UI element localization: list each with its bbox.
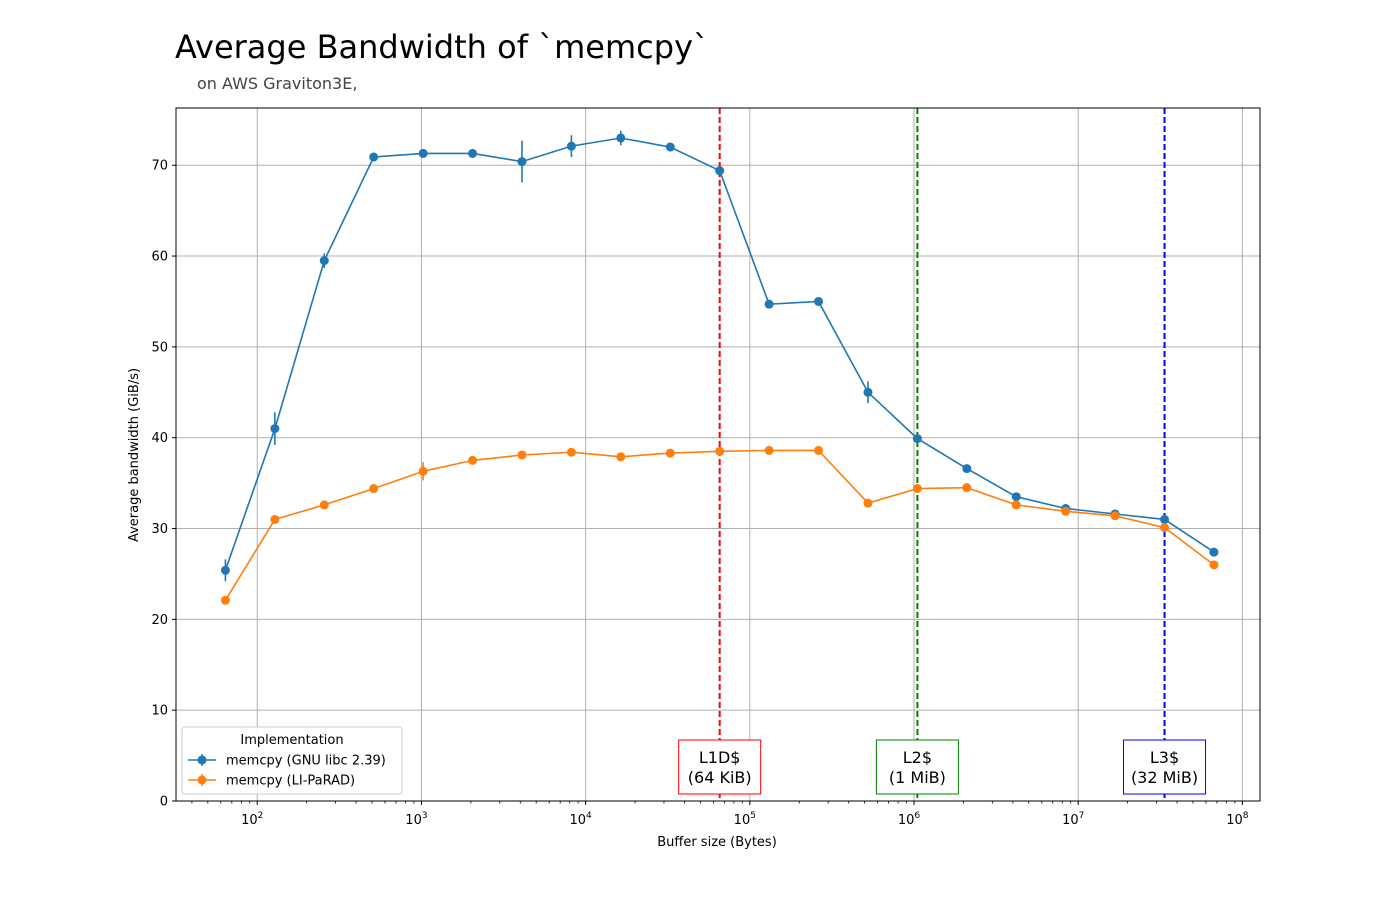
cache-label-size: (64 KiB) <box>688 768 752 787</box>
data-point <box>912 484 922 494</box>
data-point <box>468 148 478 158</box>
data-point <box>962 483 972 493</box>
data-point <box>270 514 280 524</box>
data-point <box>715 166 725 176</box>
chart-subtitle: on AWS Graviton3E, <box>197 74 358 93</box>
data-point <box>566 141 576 151</box>
cache-label-box <box>678 739 762 795</box>
series <box>220 130 1219 605</box>
y-tick-label: 0 <box>160 795 168 810</box>
data-point <box>517 450 527 460</box>
data-point <box>1011 500 1021 510</box>
data-point <box>616 452 626 462</box>
x-tick-label: 105 <box>734 811 756 828</box>
y-tick-label: 20 <box>151 613 168 628</box>
y-tick-label: 70 <box>151 159 168 174</box>
plot-frame <box>175 107 1261 802</box>
legend-label: memcpy (GNU libc 2.39) <box>226 754 386 769</box>
x-tick-label: 108 <box>1226 811 1249 828</box>
data-point <box>1209 547 1219 557</box>
data-point <box>814 445 824 455</box>
data-point <box>220 595 230 605</box>
data-point <box>319 500 329 510</box>
y-axis-label: Average bandwidth (GiB/s) <box>127 368 142 542</box>
data-point <box>1011 492 1021 502</box>
data-point <box>764 445 774 455</box>
data-point <box>369 484 379 494</box>
cache-label-name: L2$ <box>903 748 932 767</box>
y-tick-label: 60 <box>151 250 168 265</box>
data-point <box>369 152 379 162</box>
legend-swatch-marker <box>197 775 207 785</box>
cache-label-name: L1D$ <box>699 748 741 767</box>
data-point <box>220 565 230 575</box>
data-point <box>1160 523 1170 533</box>
data-point <box>319 256 329 266</box>
axis-ticks: 0 10 20 30 40 50 60 70 102 103 104 105 106 107 108 <box>151 159 1248 828</box>
data-point <box>863 498 873 508</box>
data-point <box>418 466 428 476</box>
y-tick-label: 30 <box>151 522 168 537</box>
cache-label-size: (32 MiB) <box>1131 768 1198 787</box>
x-tick-label: 103 <box>405 811 427 828</box>
cache-label-box <box>875 739 959 795</box>
legend-box <box>181 726 403 795</box>
x-tick-label: 107 <box>1062 811 1084 828</box>
y-tick-label: 40 <box>151 431 168 446</box>
cache-labels: L1D$(64 KiB) L2$(1 MiB) L3$(32 MiB) <box>678 739 1207 795</box>
data-point <box>418 148 428 158</box>
legend-swatch-marker <box>197 755 207 765</box>
y-tick-label: 50 <box>151 340 168 355</box>
chart-title: Average Bandwidth of `memcpy` <box>175 28 709 66</box>
x-axis-label: Buffer size (Bytes) <box>657 835 777 850</box>
data-point <box>1209 560 1219 570</box>
y-tick-label: 10 <box>151 704 168 719</box>
data-point <box>468 455 478 465</box>
data-point <box>1061 506 1071 516</box>
data-point <box>764 299 774 309</box>
data-point <box>715 446 725 456</box>
data-point <box>566 447 576 457</box>
cache-label-size: (1 MiB) <box>889 768 946 787</box>
legend-title: Implementation <box>240 733 343 748</box>
data-point <box>270 424 280 434</box>
x-tick-label: 102 <box>241 811 263 828</box>
legend-label: memcpy (LI-PaRAD) <box>226 774 355 789</box>
data-point <box>665 142 675 152</box>
data-point <box>962 464 972 474</box>
data-point <box>814 296 824 306</box>
data-point <box>912 434 922 444</box>
x-tick-label: 106 <box>898 811 921 828</box>
data-point <box>616 133 626 143</box>
cache-label-name: L3$ <box>1150 748 1179 767</box>
legend: Implementation memcpy (GNU libc 2.39) mem… <box>181 726 403 795</box>
x-tick-label: 104 <box>569 811 592 828</box>
data-point <box>863 387 873 397</box>
data-point <box>665 448 675 458</box>
data-point <box>1110 511 1120 521</box>
data-point <box>517 157 527 167</box>
cache-label-box <box>1123 739 1207 795</box>
data-point <box>1160 514 1170 524</box>
